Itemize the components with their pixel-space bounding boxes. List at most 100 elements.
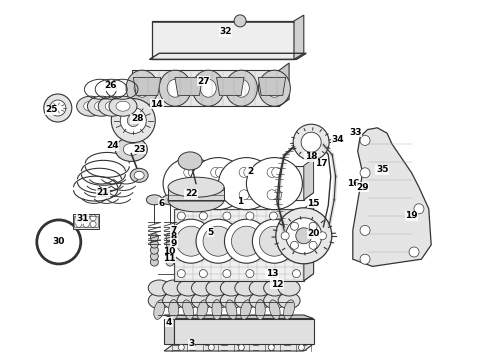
Ellipse shape [126, 70, 158, 106]
Text: 2: 2 [247, 166, 253, 175]
Ellipse shape [148, 280, 170, 296]
Polygon shape [132, 99, 289, 106]
Circle shape [234, 15, 246, 27]
Polygon shape [304, 158, 314, 200]
Ellipse shape [176, 226, 206, 256]
Circle shape [199, 212, 207, 220]
Ellipse shape [219, 158, 274, 210]
Text: 25: 25 [45, 105, 58, 114]
Circle shape [293, 124, 329, 160]
Circle shape [166, 252, 174, 260]
Ellipse shape [98, 96, 126, 116]
Circle shape [177, 212, 185, 220]
Ellipse shape [192, 70, 224, 106]
Ellipse shape [211, 167, 220, 177]
Polygon shape [152, 53, 304, 59]
Ellipse shape [225, 70, 257, 106]
Circle shape [44, 94, 72, 122]
Ellipse shape [284, 300, 294, 319]
Ellipse shape [220, 280, 243, 296]
Circle shape [360, 225, 370, 235]
Polygon shape [174, 209, 304, 281]
Circle shape [309, 222, 317, 230]
Polygon shape [175, 77, 202, 95]
Circle shape [90, 221, 96, 227]
Text: 6: 6 [159, 199, 165, 208]
Ellipse shape [178, 152, 202, 170]
Ellipse shape [105, 101, 119, 111]
Ellipse shape [169, 300, 179, 320]
Circle shape [286, 218, 322, 254]
Ellipse shape [216, 190, 225, 200]
Text: 17: 17 [315, 159, 327, 168]
Text: 30: 30 [52, 238, 65, 247]
Ellipse shape [134, 79, 150, 97]
Circle shape [166, 258, 174, 266]
Circle shape [270, 212, 277, 220]
Ellipse shape [95, 101, 108, 111]
Circle shape [166, 234, 174, 242]
Polygon shape [73, 214, 99, 229]
Ellipse shape [189, 167, 198, 177]
Circle shape [246, 270, 254, 278]
Circle shape [360, 135, 370, 145]
Text: 29: 29 [356, 183, 369, 192]
Ellipse shape [206, 293, 228, 309]
Circle shape [223, 212, 231, 220]
Polygon shape [174, 193, 314, 200]
Polygon shape [132, 70, 279, 106]
Circle shape [298, 345, 304, 350]
Text: 15: 15 [307, 199, 320, 208]
Ellipse shape [190, 158, 246, 210]
Text: 10: 10 [163, 248, 175, 256]
Circle shape [223, 270, 231, 278]
Ellipse shape [224, 219, 269, 263]
Polygon shape [164, 315, 314, 319]
Text: 14: 14 [150, 100, 163, 109]
Circle shape [293, 270, 300, 278]
Ellipse shape [231, 226, 262, 256]
Ellipse shape [206, 280, 228, 296]
Ellipse shape [226, 300, 237, 319]
Ellipse shape [264, 293, 286, 309]
Text: 22: 22 [185, 189, 197, 198]
Ellipse shape [235, 280, 257, 296]
Circle shape [150, 246, 158, 254]
Circle shape [309, 241, 317, 249]
Ellipse shape [189, 190, 198, 200]
Circle shape [360, 254, 370, 264]
Text: 21: 21 [97, 188, 109, 197]
Circle shape [291, 241, 298, 249]
Circle shape [150, 234, 158, 242]
Ellipse shape [177, 293, 199, 309]
Circle shape [150, 240, 158, 248]
Ellipse shape [246, 158, 302, 210]
Ellipse shape [192, 280, 214, 296]
Polygon shape [353, 128, 431, 266]
Circle shape [414, 204, 424, 214]
Polygon shape [174, 319, 314, 344]
Polygon shape [304, 202, 314, 281]
Ellipse shape [115, 138, 147, 161]
Ellipse shape [197, 300, 208, 319]
Circle shape [293, 212, 300, 220]
Circle shape [41, 224, 77, 260]
Polygon shape [258, 77, 286, 95]
Text: 27: 27 [197, 77, 210, 85]
Ellipse shape [216, 167, 225, 177]
Ellipse shape [267, 190, 277, 200]
Ellipse shape [162, 195, 178, 205]
Circle shape [150, 252, 158, 260]
Text: 31: 31 [76, 214, 89, 223]
Polygon shape [152, 21, 294, 59]
Circle shape [83, 215, 89, 221]
Circle shape [360, 168, 370, 178]
Text: 3: 3 [188, 339, 194, 348]
Ellipse shape [116, 101, 130, 111]
Polygon shape [217, 77, 244, 95]
Ellipse shape [233, 79, 249, 97]
Text: 18: 18 [305, 152, 318, 161]
Ellipse shape [87, 96, 116, 116]
Text: 4: 4 [166, 318, 172, 327]
Text: 20: 20 [307, 230, 320, 239]
